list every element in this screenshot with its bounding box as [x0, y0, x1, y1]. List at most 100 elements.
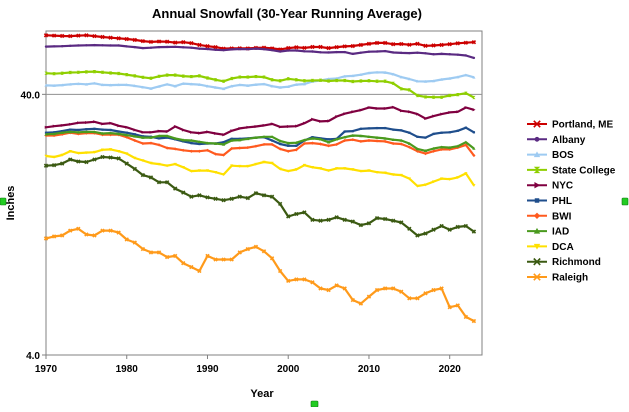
data-point-dca — [335, 167, 339, 170]
data-point-albany — [85, 44, 88, 47]
data-point-raleigh — [447, 305, 452, 310]
data-point-raleigh — [366, 294, 372, 299]
data-point-nyc — [181, 128, 185, 132]
data-point-phl — [400, 129, 403, 132]
data-point-albany — [400, 51, 403, 55]
legend-label: BWI — [552, 211, 572, 222]
data-point-raleigh — [59, 233, 65, 238]
legend-item-raleigh: Raleigh — [527, 273, 588, 284]
data-point-raleigh — [358, 301, 364, 306]
data-point-state-college — [440, 95, 444, 99]
data-point-state-college — [399, 87, 403, 91]
data-point-albany — [52, 45, 56, 48]
data-point-phl — [157, 137, 161, 140]
data-point-iad — [246, 137, 250, 141]
legend-label: PHL — [552, 196, 572, 207]
data-point-bos — [149, 86, 153, 90]
data-point-bwi — [335, 142, 339, 147]
data-point-iad — [157, 134, 161, 138]
data-point-bos — [440, 77, 444, 81]
data-point-iad — [448, 145, 452, 149]
data-point-phl — [270, 139, 274, 142]
data-point-richmond — [334, 215, 339, 220]
data-point-bos — [383, 70, 387, 74]
data-point-phl — [392, 128, 395, 131]
data-point-raleigh — [302, 277, 307, 282]
data-point-richmond — [245, 195, 251, 201]
data-point-albany — [190, 46, 193, 49]
data-point-richmond — [253, 191, 259, 196]
legend-marker — [533, 243, 541, 250]
data-point-phl — [77, 128, 80, 132]
data-point-bos — [302, 82, 306, 86]
data-point-nyc — [117, 124, 121, 128]
data-point-bwi — [141, 141, 145, 146]
data-point-bos — [254, 82, 258, 86]
data-point-richmond — [173, 186, 178, 191]
data-point-richmond — [92, 157, 97, 162]
data-point-phl — [85, 128, 88, 131]
data-point-state-college — [367, 79, 371, 83]
data-point-raleigh — [407, 296, 412, 301]
data-point-state-college — [310, 78, 315, 83]
legend-item-bos: BOS — [527, 150, 574, 161]
data-point-richmond — [197, 193, 202, 198]
data-point-iad — [189, 138, 193, 142]
data-point-iad — [278, 139, 282, 143]
data-point-albany — [327, 51, 330, 54]
data-point-state-college — [351, 79, 355, 84]
data-point-richmond — [261, 193, 267, 198]
series-line-state-college — [45, 70, 475, 99]
data-point-phl — [327, 138, 330, 141]
series-albany — [44, 43, 476, 60]
data-point-albany — [182, 46, 185, 49]
data-point-state-college — [294, 78, 298, 82]
data-point-richmond — [455, 224, 460, 230]
selection-handle-bottom[interactable] — [310, 400, 319, 408]
legend-item-phl: PHL — [527, 196, 572, 207]
data-point-albany — [117, 44, 120, 47]
data-point-bwi — [165, 146, 169, 150]
data-point-albany — [295, 49, 298, 52]
data-point-nyc — [408, 110, 411, 114]
data-point-raleigh — [140, 246, 146, 252]
data-point-phl — [440, 131, 443, 134]
data-point-state-college — [343, 78, 347, 83]
data-point-richmond — [237, 194, 242, 199]
data-point-dca — [464, 172, 468, 175]
data-point-bwi — [383, 139, 387, 143]
legend-marker — [533, 273, 541, 281]
data-point-state-college — [108, 71, 113, 75]
series-line-nyc — [45, 106, 475, 136]
data-point-dca — [326, 169, 331, 173]
selection-handle-right[interactable] — [621, 197, 629, 206]
data-point-phl — [69, 128, 72, 131]
legend-label: DCA — [552, 242, 574, 253]
data-point-bwi — [278, 147, 282, 151]
data-point-bos — [165, 82, 169, 86]
data-point-bos — [125, 83, 129, 87]
data-point-richmond — [310, 217, 315, 223]
legend-marker — [534, 136, 540, 142]
selection-handle-left[interactable] — [0, 197, 7, 206]
data-point-nyc — [303, 121, 306, 125]
data-point-dca — [60, 153, 64, 157]
data-point-nyc — [440, 112, 444, 116]
data-point-state-college — [68, 70, 72, 75]
legend-item-bwi: BWI — [527, 211, 572, 222]
data-point-bos — [343, 74, 347, 78]
data-point-nyc — [149, 130, 153, 134]
data-point-state-college — [375, 79, 379, 83]
data-point-bos — [141, 85, 145, 89]
data-point-portland-me — [164, 39, 170, 44]
data-point-portland-me — [132, 37, 137, 43]
data-point-phl — [133, 133, 136, 136]
data-point-nyc — [190, 130, 193, 134]
x-tick-label: 1990 — [196, 364, 219, 375]
data-point-bwi — [399, 142, 403, 146]
data-point-bos — [294, 82, 298, 86]
data-point-iad — [351, 133, 355, 137]
data-point-phl — [359, 127, 363, 130]
data-point-state-college — [262, 75, 266, 79]
